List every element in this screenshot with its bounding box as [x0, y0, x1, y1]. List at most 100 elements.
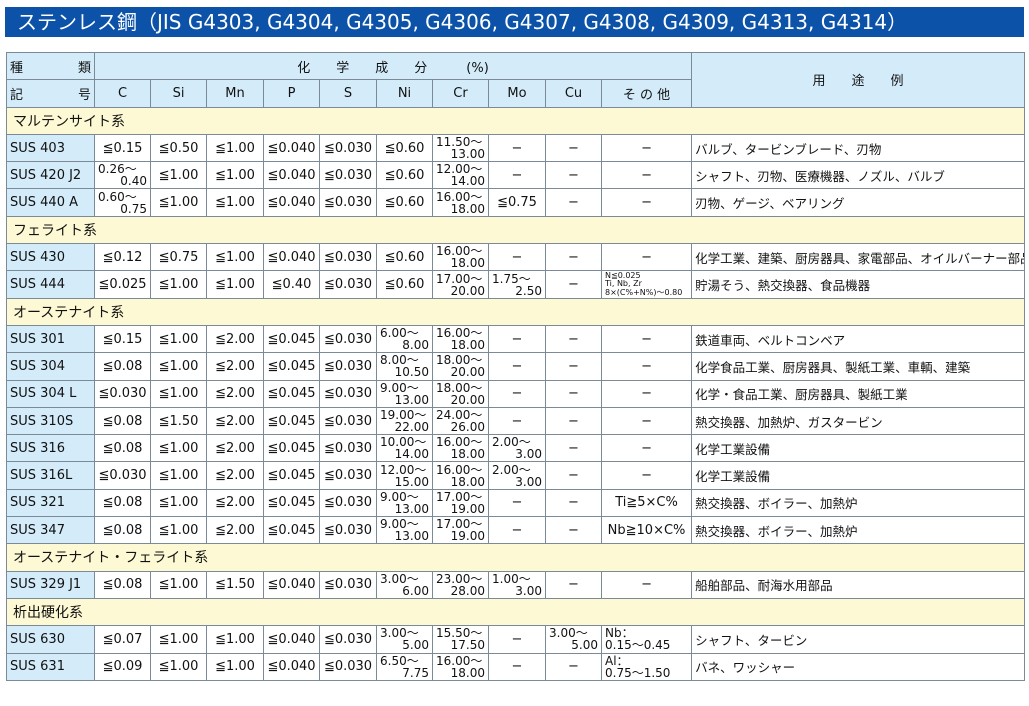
composition-cell: −: [545, 461, 602, 490]
use-example: 貯湯そう、熱交換器、食品機器: [691, 270, 1026, 299]
range-max: 3.00: [515, 474, 542, 489]
range-max: 13.00: [394, 501, 429, 516]
use-example: 化学食品工業、厨房器具、製紙工業、車輌、建築: [691, 352, 1026, 381]
composition-cell: ≦0.08: [94, 352, 151, 381]
range-min: 2.00〜: [492, 435, 531, 450]
composition-cell: ≦0.045: [263, 406, 320, 436]
composition-cell: ≦1.00: [206, 188, 264, 217]
table-row: SUS 316L ≦0.030 ≦1.00 ≦2.00 ≦0.045 ≦0.030 12.0…: [6, 461, 1026, 490]
composition-cell: Al： 0.75〜1.50: [600, 652, 693, 681]
composition-cell: −: [545, 133, 602, 163]
composition-cell: ≦2.00: [206, 434, 264, 463]
table-row: SUS 440 A 0.60〜 0.75 ≦1.00 ≦1.00 ≦0.040 ≦0.030…: [6, 188, 1026, 217]
composition-cell: ≦0.030: [319, 461, 377, 490]
composition-cell: ≦1.00: [150, 488, 207, 518]
range-min: 23.00〜: [436, 571, 483, 586]
composition-cell: −: [488, 652, 546, 681]
composition-cell: 16.00〜 18.00: [432, 324, 489, 354]
grade-name: SUS 430: [6, 243, 95, 272]
composition-cell: −: [600, 243, 693, 272]
composition-cell: −: [488, 352, 546, 381]
composition-cell: ≦1.00: [150, 161, 207, 190]
table-row: SUS 329 J1 ≦0.08 ≦1.00 ≦1.50 ≦0.040 ≦0.030 3.0…: [6, 570, 1026, 599]
composition-cell: 16.00〜 18.00: [432, 461, 489, 490]
use-example: 化学工業設備: [691, 461, 1026, 490]
composition-cell: −: [600, 434, 693, 463]
composition-cell: −: [545, 488, 602, 518]
composition-cell: ≦0.030: [319, 161, 377, 190]
table-row: SUS 430 ≦0.12 ≦0.75 ≦1.00 ≦0.040 ≦0.030 ≦0.60 1…: [6, 243, 1026, 272]
composition-cell: ≦0.60: [376, 161, 433, 190]
column-header: Si: [150, 79, 207, 108]
range-value: 6.00〜 8.00: [380, 327, 429, 351]
composition-cell: ≦1.00: [150, 516, 207, 545]
range-value: 16.00〜 18.00: [436, 327, 485, 351]
range-max: 10.50: [394, 365, 429, 380]
range-max: 22.00: [394, 420, 429, 434]
range-value: 3.00〜 5.00: [549, 627, 598, 651]
range-min: 2.00〜: [492, 462, 531, 477]
group-label: オーステナイト・フェライト系: [5, 543, 1026, 572]
composition-cell: −: [600, 570, 693, 599]
range-max: 3.00: [515, 447, 542, 462]
composition-cell: 3.00〜 5.00: [545, 625, 602, 654]
column-header: Cr: [432, 79, 489, 108]
composition-cell: ≦0.030: [94, 379, 151, 408]
composition-cell: 18.00〜 20.00: [432, 379, 489, 408]
grade-name: SUS 403: [6, 133, 95, 163]
composition-cell: ≦0.08: [94, 516, 151, 545]
composition-cell: ≦0.030: [319, 406, 377, 436]
composition-cell: ≦2.00: [206, 461, 264, 490]
composition-cell: ≦0.60: [376, 188, 433, 217]
composition-cell: −: [488, 243, 546, 272]
composition-cell: 16.00〜 18.00: [432, 652, 489, 681]
composition-cell: ≦1.00: [206, 133, 264, 163]
composition-cell: ≦0.030: [319, 188, 377, 217]
use-example: 熱交換器、ボイラー、加熱炉: [691, 516, 1026, 545]
range-value: 2.00〜 3.00: [492, 436, 542, 460]
group-row: オーステナイト・フェライト系: [5, 543, 1026, 572]
column-header: Cu: [545, 79, 602, 108]
range-value: 10.00〜 14.00: [380, 436, 429, 460]
composition-cell: ≦0.030: [319, 379, 377, 408]
range-value: 19.00〜 22.00: [380, 409, 429, 433]
composition-cell: −: [600, 133, 693, 163]
composition-cell: ≦0.045: [263, 488, 320, 518]
composition-cell: ≦0.040: [263, 652, 320, 681]
composition-cell: ≦0.040: [263, 188, 320, 217]
group-row: マルテンサイト系: [5, 106, 1026, 135]
composition-cell: 12.00〜 14.00: [432, 161, 489, 190]
composition-cell: ≦0.045: [263, 434, 320, 463]
table-row: SUS 310S ≦0.08 ≦1.50 ≦2.00 ≦0.045 ≦0.030 19.00…: [6, 406, 1026, 436]
range-value: 0.60〜 0.75: [98, 191, 147, 215]
composition-header: 化 学 成 分 (%): [93, 51, 693, 81]
range-max: 2.50: [515, 283, 542, 298]
composition-cell: ≦0.030: [319, 434, 377, 463]
composition-cell: −: [488, 516, 546, 545]
range-value: 16.00〜 18.00: [436, 436, 485, 460]
range-min: 16.00〜: [436, 326, 483, 341]
composition-cell: ≦0.040: [263, 161, 320, 190]
range-max: 6.00: [402, 583, 429, 598]
composition-cell: 9.00〜 13.00: [376, 516, 433, 545]
range-value: 6.50〜 7.75: [380, 655, 429, 679]
composition-cell: ≦0.045: [263, 352, 320, 381]
group-row: 析出硬化系: [5, 597, 1026, 627]
table-row: SUS 630 ≦0.07 ≦1.00 ≦1.00 ≦0.040 ≦0.030 3.00〜 5…: [6, 625, 1026, 654]
composition-cell: ≦0.030: [319, 243, 377, 272]
range-max: 26.00: [450, 420, 485, 434]
composition-cell: 24.00〜 26.00: [432, 406, 489, 436]
composition-cell: 2.00〜 3.00: [488, 434, 546, 463]
symbol-char: 記: [10, 87, 24, 103]
grade-name: SUS 321: [6, 488, 95, 518]
table-row: SUS 631 ≦0.09 ≦1.00 ≦1.00 ≦0.040 ≦0.030 6.50〜 7…: [6, 652, 1026, 681]
range-value: 11.50〜 13.00: [436, 136, 485, 160]
use-example: バネ、ワッシャー: [691, 652, 1026, 681]
range-max: 14.00: [450, 174, 485, 189]
other-line: 0.75〜1.50: [605, 665, 671, 680]
range-max: 28.00: [450, 583, 485, 598]
composition-cell: ≦1.00: [150, 270, 207, 299]
range-value: 12.00〜 15.00: [380, 464, 429, 488]
range-min: 17.00〜: [436, 489, 483, 504]
table-row: SUS 316 ≦0.08 ≦1.00 ≦2.00 ≦0.045 ≦0.030 10.00〜…: [6, 434, 1026, 463]
